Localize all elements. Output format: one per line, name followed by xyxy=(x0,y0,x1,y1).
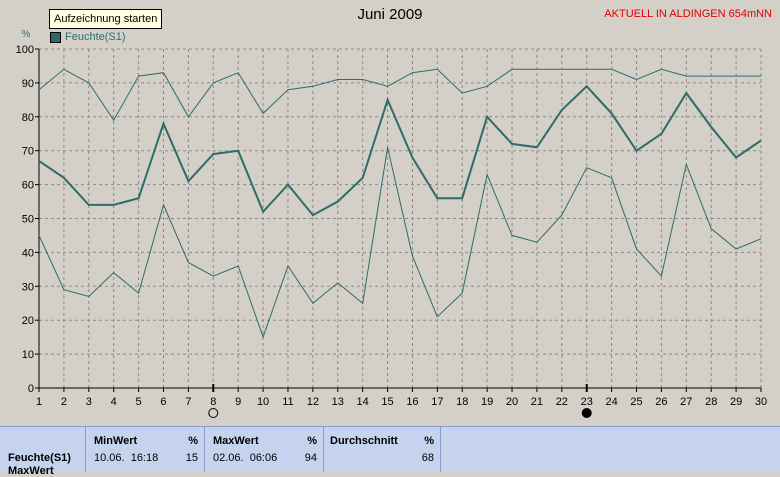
statistics-panel: Feuchte(S1) MaxWert MinWert % 10.06. 16:… xyxy=(0,426,780,477)
x-tick-label: 20 xyxy=(506,396,518,408)
tooltip: Aufzeichnung starten xyxy=(49,9,163,29)
stats-max-header: MaxWert xyxy=(213,435,259,447)
x-tick-label: 1 xyxy=(36,396,42,408)
x-tick-label: 24 xyxy=(605,396,617,408)
y-tick-label: 90 xyxy=(22,78,34,90)
stats-min-cell: MinWert % 10.06. 16:18 15 xyxy=(86,427,205,472)
x-tick-label: 21 xyxy=(531,396,543,408)
marker-filled-circle-icon xyxy=(581,408,592,418)
chart-area: 0 10 20 30 40 50 60 70 80 90 100 1 2 3 4 5 6 7 8 9 10 11 12 13 1… xyxy=(16,29,767,418)
stats-min-header: MinWert xyxy=(94,435,138,447)
stats-max-cell: MaxWert % 02.06. 06:06 94 xyxy=(205,427,324,472)
y-tick-label: 50 xyxy=(22,214,34,226)
stats-min-time: 10.06. 16:18 xyxy=(94,452,159,464)
x-tick-label: 27 xyxy=(680,396,692,408)
legend-label: Feuchte(S1) xyxy=(65,31,126,43)
stats-avg-unit: % xyxy=(424,435,434,447)
location-label: AKTUELL IN ALDINGEN 654mNN xyxy=(604,8,772,20)
x-tick-label: 16 xyxy=(406,396,418,408)
x-tick-label: 28 xyxy=(705,396,717,408)
legend: Feuchte(S1) xyxy=(50,31,126,43)
stats-max-time: 02.06. 06:06 xyxy=(213,452,278,464)
stats-avg-cell: Durchschnitt % 68 xyxy=(324,427,441,472)
x-tick-label: 18 xyxy=(456,396,468,408)
legend-swatch xyxy=(50,31,61,43)
stats-sensor-cell: Feuchte(S1) MaxWert xyxy=(0,427,86,477)
series-line-max xyxy=(38,68,761,122)
x-tick-label: 12 xyxy=(307,396,319,408)
x-tick-label: 9 xyxy=(235,396,241,408)
x-tick-label: 5 xyxy=(136,396,142,408)
y-tick-label: 40 xyxy=(22,247,34,259)
x-tick-label: 14 xyxy=(357,396,369,408)
x-tick-label: 25 xyxy=(630,396,642,408)
x-tick-label: 17 xyxy=(431,396,443,408)
x-tick-label: 8 xyxy=(210,396,216,408)
y-axis-label: % xyxy=(22,29,31,40)
series-line-mean xyxy=(38,84,762,217)
stats-sensor-label: Feuchte(S1) xyxy=(8,452,71,464)
x-tick-label: 22 xyxy=(556,396,568,408)
x-tick-label: 23 xyxy=(581,396,593,408)
y-tick-label: 10 xyxy=(22,349,34,361)
stats-sensor-label-2: MaxWert xyxy=(8,465,54,477)
series-line-min xyxy=(38,147,762,339)
x-tick-label: 26 xyxy=(655,396,667,408)
stats-max-unit: % xyxy=(307,435,317,447)
x-tick-label: 6 xyxy=(160,396,166,408)
x-tick-label: 7 xyxy=(185,396,191,408)
stats-min-value: 15 xyxy=(185,452,198,464)
stats-max-value: 94 xyxy=(304,452,317,464)
x-tick-label: 3 xyxy=(86,396,92,408)
x-tick-label: 11 xyxy=(282,396,293,408)
x-tick-label: 30 xyxy=(755,396,767,408)
y-tick-label: 30 xyxy=(22,281,34,293)
y-tick-label: 20 xyxy=(22,315,34,327)
y-tick-label: 70 xyxy=(22,146,34,158)
y-tick-label: 60 xyxy=(22,180,34,192)
y-tick-label: 80 xyxy=(22,112,34,124)
marker-open-circle-icon xyxy=(208,408,219,418)
x-tick-label: 4 xyxy=(111,396,117,408)
stats-avg-value: 68 xyxy=(421,452,434,464)
y-tick-label: 0 xyxy=(28,383,34,395)
x-tick-label: 19 xyxy=(481,396,493,408)
x-tick-label: 10 xyxy=(257,396,269,408)
x-tick-label: 29 xyxy=(730,396,742,408)
x-tick-label: 2 xyxy=(61,396,67,408)
stats-avg-header: Durchschnitt xyxy=(330,435,398,447)
x-tick-label: 15 xyxy=(381,396,393,408)
stats-min-unit: % xyxy=(188,435,198,447)
y-tick-label: 100 xyxy=(16,44,34,56)
x-tick-label: 13 xyxy=(332,396,344,408)
